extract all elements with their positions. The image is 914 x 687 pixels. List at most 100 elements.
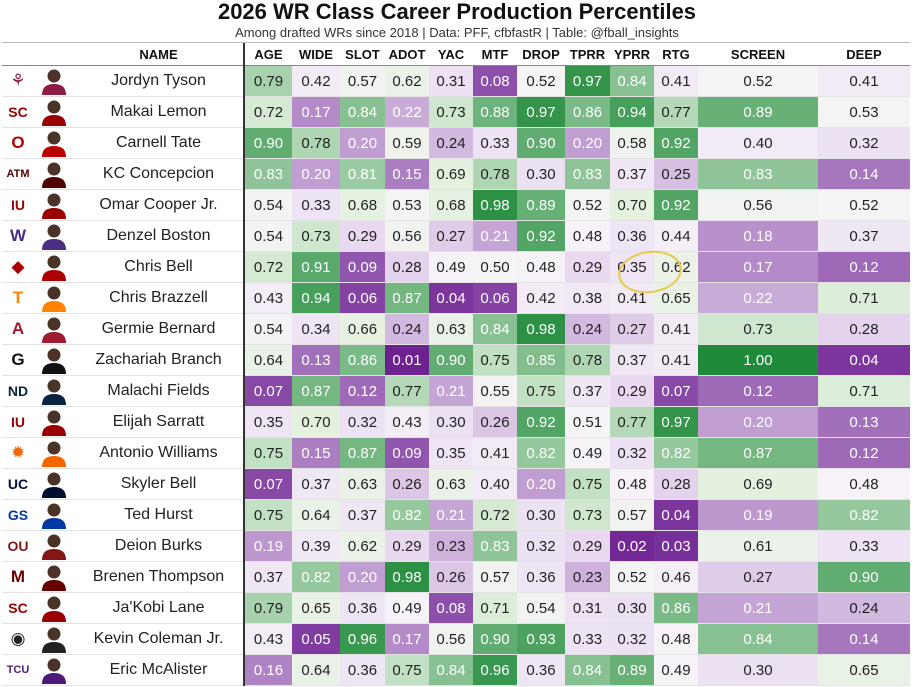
value-cell-screen: 0.52	[698, 65, 818, 97]
player-headshot-icon	[42, 131, 66, 157]
value-cell-mtf: 0.50	[473, 251, 517, 283]
value-cell-yac: 0.73	[429, 96, 473, 128]
value-cell-deep: 0.82	[818, 499, 910, 531]
school-logo-cell: ⚘	[2, 65, 34, 97]
value-cell-slot: 0.09	[340, 251, 385, 283]
player-photo-cell	[34, 189, 74, 221]
value-cell-wide: 0.94	[292, 282, 340, 314]
value-cell-adot: 0.17	[385, 623, 429, 655]
column-header-yprr: YPRR	[610, 43, 654, 66]
player-photo-cell	[34, 437, 74, 469]
table-row: ATM KC Concepcion 0.83 0.20 0.81 0.15 0.69 0.78…	[2, 158, 910, 190]
value-cell-wide: 0.65	[292, 592, 340, 624]
value-cell-yprr: 0.52	[610, 561, 654, 593]
school-logo-icon: O	[11, 133, 25, 152]
value-cell-yprr: 0.57	[610, 499, 654, 531]
player-name: Eric McAlister	[74, 654, 245, 686]
value-cell-rtg: 0.46	[654, 561, 698, 593]
value-cell-drop: 0.89	[517, 189, 565, 221]
value-cell-deep: 0.71	[818, 282, 910, 314]
value-cell-drop: 0.97	[517, 96, 565, 128]
player-name: Ted Hurst	[74, 499, 245, 531]
table-row: GS Ted Hurst 0.75 0.64 0.37 0.82 0.21 0.72 0.30 0…	[2, 499, 910, 531]
school-logo-cell: T	[2, 282, 34, 314]
value-cell-yprr: 0.41	[610, 282, 654, 314]
player-name: Brenen Thompson	[74, 561, 245, 593]
value-cell-slot: 0.84	[340, 96, 385, 128]
value-cell-yac: 0.21	[429, 499, 473, 531]
value-cell-yac: 0.90	[429, 344, 473, 376]
table-row: SC Ja'Kobi Lane 0.79 0.65 0.36 0.49 0.08 0.71 0.…	[2, 592, 910, 624]
school-logo-cell: IU	[2, 406, 34, 438]
player-headshot-icon	[42, 255, 66, 281]
value-cell-yprr: 0.48	[610, 468, 654, 500]
value-cell-yprr: 0.30	[610, 592, 654, 624]
value-cell-mtf: 0.41	[473, 437, 517, 469]
value-cell-yac: 0.04	[429, 282, 473, 314]
player-headshot-icon	[42, 317, 66, 343]
value-cell-drop: 0.92	[517, 220, 565, 252]
player-photo-cell	[34, 654, 74, 686]
value-cell-wide: 0.13	[292, 344, 340, 376]
value-cell-yac: 0.31	[429, 65, 473, 97]
value-cell-adot: 0.22	[385, 96, 429, 128]
value-cell-slot: 0.66	[340, 313, 385, 345]
value-cell-yac: 0.49	[429, 251, 473, 283]
value-cell-yprr: 0.32	[610, 623, 654, 655]
school-logo-icon: OU	[7, 538, 29, 554]
value-cell-screen: 0.27	[698, 561, 818, 593]
value-cell-adot: 0.24	[385, 313, 429, 345]
value-cell-age: 0.79	[244, 592, 292, 624]
value-cell-rtg: 0.92	[654, 189, 698, 221]
value-cell-mtf: 0.83	[473, 530, 517, 562]
value-cell-tprr: 0.33	[565, 623, 610, 655]
percentile-table: NAME AGE WIDE SLOT ADOT YAC MTF DROP TPRR YPRR RTG…	[2, 43, 910, 686]
value-cell-wide: 0.42	[292, 65, 340, 97]
value-cell-deep: 0.12	[818, 251, 910, 283]
value-cell-screen: 1.00	[698, 344, 818, 376]
column-header-mtf: MTF	[473, 43, 517, 66]
table-row: ◆ Chris Bell 0.72 0.91 0.09 0.28 0.49 0.50 0.48 0…	[2, 251, 910, 283]
value-cell-adot: 0.75	[385, 654, 429, 686]
column-header-tprr: TPRR	[565, 43, 610, 66]
value-cell-deep: 0.04	[818, 344, 910, 376]
value-cell-wide: 0.91	[292, 251, 340, 283]
value-cell-rtg: 0.82	[654, 437, 698, 469]
school-logo-cell: W	[2, 220, 34, 252]
school-logo-icon: ATM	[6, 168, 30, 180]
value-cell-age: 0.43	[244, 623, 292, 655]
value-cell-yac: 0.30	[429, 406, 473, 438]
value-cell-drop: 0.36	[517, 561, 565, 593]
table-row: UC Skyler Bell 0.07 0.37 0.63 0.26 0.63 0.40 0.2…	[2, 468, 910, 500]
value-cell-mtf: 0.06	[473, 282, 517, 314]
value-cell-yprr: 0.27	[610, 313, 654, 345]
value-cell-yac: 0.68	[429, 189, 473, 221]
value-cell-deep: 0.33	[818, 530, 910, 562]
player-photo-cell	[34, 406, 74, 438]
table-row: ⚘ Jordyn Tyson 0.79 0.42 0.57 0.62 0.31 0.08 0.5…	[2, 65, 910, 97]
value-cell-wide: 0.34	[292, 313, 340, 345]
school-logo-icon: T	[12, 288, 24, 307]
column-header-screen: SCREEN	[698, 43, 818, 66]
value-cell-wide: 0.64	[292, 654, 340, 686]
value-cell-age: 0.54	[244, 220, 292, 252]
value-cell-tprr: 0.97	[565, 65, 610, 97]
value-cell-tprr: 0.48	[565, 220, 610, 252]
player-photo-cell	[34, 313, 74, 345]
value-cell-deep: 0.48	[818, 468, 910, 500]
value-cell-mtf: 0.57	[473, 561, 517, 593]
school-logo-cell: ◉	[2, 623, 34, 655]
player-name: Makai Lemon	[74, 96, 245, 128]
value-cell-age: 0.37	[244, 561, 292, 593]
column-header-yac: YAC	[429, 43, 473, 66]
value-cell-drop: 0.75	[517, 375, 565, 407]
value-cell-mtf: 0.72	[473, 499, 517, 531]
value-cell-screen: 0.17	[698, 251, 818, 283]
player-photo-cell	[34, 561, 74, 593]
player-name: Elijah Sarratt	[74, 406, 245, 438]
value-cell-drop: 0.98	[517, 313, 565, 345]
value-cell-screen: 0.87	[698, 437, 818, 469]
value-cell-deep: 0.14	[818, 623, 910, 655]
value-cell-yac: 0.23	[429, 530, 473, 562]
value-cell-mtf: 0.55	[473, 375, 517, 407]
